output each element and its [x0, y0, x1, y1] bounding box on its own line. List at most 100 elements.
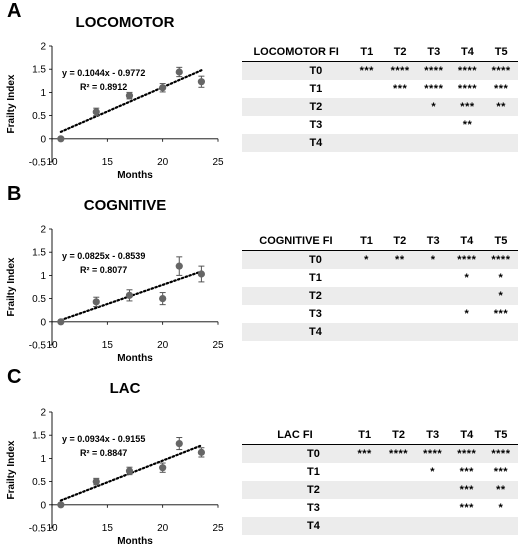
- y-tick-label: 0.5: [32, 477, 46, 488]
- significance-cell: ***: [450, 98, 485, 116]
- table-header-row: COGNITIVE FI T1 T2 T3 T4 T5: [242, 232, 518, 251]
- y-tick-label: 1.5: [32, 431, 46, 442]
- chart-locomotor: -0.5 0 0.5 1 1.5 2 10 15 20 25 Months Frailty Index…: [6, 42, 224, 182]
- significance-table: COGNITIVE FI T1 T2 T3 T4 T5 T0 * ** * **** **** T1 * *…: [242, 232, 518, 341]
- row-header: T2: [242, 98, 351, 116]
- table-row: T1 * *: [242, 269, 518, 287]
- y-tick-label: 1: [40, 454, 46, 465]
- table-row: T4: [242, 134, 518, 152]
- significance-cell: [383, 134, 417, 152]
- significance-cell: *: [483, 287, 518, 305]
- significance-cell: [350, 116, 383, 134]
- column-header: T1: [347, 426, 382, 445]
- data-point: [57, 135, 65, 143]
- significance-cell: [449, 287, 484, 305]
- y-tick-label: 0: [40, 500, 46, 511]
- y-tick-label: -0.5: [29, 341, 47, 352]
- column-header: T1: [350, 43, 384, 62]
- x-tick-label: 10: [46, 340, 58, 351]
- data-point: [175, 439, 183, 448]
- x-tick-label: 15: [102, 340, 114, 351]
- significance-cell: ***: [493, 83, 509, 95]
- significance-cell: ***: [493, 466, 509, 478]
- significance-cell: ****: [483, 444, 518, 463]
- significance-cell: ***: [392, 83, 408, 95]
- y-tick-label: -0.5: [29, 158, 47, 169]
- x-tick-label: 25: [212, 523, 224, 534]
- data-point: [175, 262, 183, 270]
- y-tick-label: -0.5: [29, 524, 47, 535]
- significance-cell: [417, 305, 450, 323]
- significance-cell: ***: [350, 61, 384, 80]
- row-header: T3: [307, 502, 320, 514]
- data-point: [92, 478, 100, 486]
- significance-cell: **: [483, 481, 518, 499]
- significance-cell: ****: [449, 444, 484, 463]
- x-tick-label: 20: [157, 523, 169, 534]
- table-title-cell: COGNITIVE FI: [242, 232, 350, 251]
- significance-cell: [383, 323, 417, 341]
- table-row: T0 *** **** **** **** ****: [242, 61, 518, 80]
- significance-cell: [350, 305, 383, 323]
- table-row: T0 * ** * **** ****: [242, 250, 518, 269]
- significance-cell: [350, 80, 383, 98]
- table-row: T3****: [242, 499, 518, 517]
- x-tick-label: 25: [212, 157, 224, 168]
- significance-cell: [383, 287, 417, 305]
- table-title-cell: LAC FI: [242, 426, 348, 445]
- row-header: T0: [242, 444, 348, 463]
- data-point: [92, 298, 100, 306]
- r-squared-label: R² = 0.8077: [80, 265, 127, 275]
- y-axis-label: Frailty Index: [6, 257, 17, 316]
- significance-cell: [383, 98, 417, 116]
- chart-lac: -0.5 0 0.5 1 1.5 2 10 15 20 25 Months Frailty Index…: [6, 408, 224, 548]
- panel-letter: B: [7, 183, 22, 205]
- data-point: [92, 108, 100, 116]
- x-tick-label: 10: [46, 157, 58, 168]
- data-point: [57, 501, 65, 509]
- panel-c: C LAC -0.5 0 0.5 1 1.5 2 10 15 20 25 Months Frailty…: [0, 366, 518, 549]
- table-row: T4: [242, 323, 518, 341]
- x-tick-label: 20: [157, 157, 169, 168]
- significance-cell: **: [462, 119, 473, 131]
- significance-cell: [350, 134, 384, 152]
- table-row: T1 * *** ***: [242, 463, 518, 481]
- column-header: T5: [484, 43, 518, 62]
- row-header: T3: [309, 119, 323, 131]
- column-header: T4: [449, 232, 484, 251]
- y-tick-label: 0: [40, 317, 46, 328]
- row-header: T1: [307, 466, 320, 478]
- table-row: T0 *** **** **** **** ****: [242, 444, 518, 463]
- x-axis-label: Months: [117, 353, 153, 364]
- significance-cell: [483, 517, 518, 535]
- significance-cell: [348, 499, 382, 517]
- significance-cell: [417, 116, 451, 134]
- significance-cell: ***: [493, 308, 509, 320]
- significance-cell: *: [416, 250, 450, 269]
- data-point: [197, 448, 205, 456]
- table-row: T1 *** **** **** ***: [242, 80, 518, 98]
- significance-cell: [450, 134, 485, 152]
- significance-cell: [348, 463, 382, 481]
- significance-cell: [449, 517, 484, 535]
- table-title-cell: LOCOMOTOR FI: [242, 43, 351, 62]
- significance-cell: [484, 134, 518, 152]
- y-tick-label: 1: [40, 271, 46, 282]
- significance-cell: ****: [415, 444, 450, 463]
- significance-cell: [416, 323, 450, 341]
- significance-cell: [416, 134, 451, 152]
- x-tick-label: 15: [102, 157, 114, 168]
- x-axis-label: Months: [117, 170, 153, 181]
- panel-b: B COGNITIVE -0.5 0 0.5 1 1.5 2 10 15 20 25 Months F…: [0, 183, 518, 366]
- data-point: [197, 270, 205, 278]
- significance-cell: [381, 481, 416, 499]
- column-header: T5: [483, 426, 518, 445]
- column-header: T2: [381, 426, 416, 445]
- significance-cell: [415, 481, 450, 499]
- table-row: T4: [242, 517, 518, 535]
- row-header: T4: [242, 134, 351, 152]
- significance-cell: **: [383, 250, 417, 269]
- significance-cell: ***: [449, 481, 484, 499]
- significance-cell: *: [349, 250, 384, 269]
- column-header: T2: [383, 43, 417, 62]
